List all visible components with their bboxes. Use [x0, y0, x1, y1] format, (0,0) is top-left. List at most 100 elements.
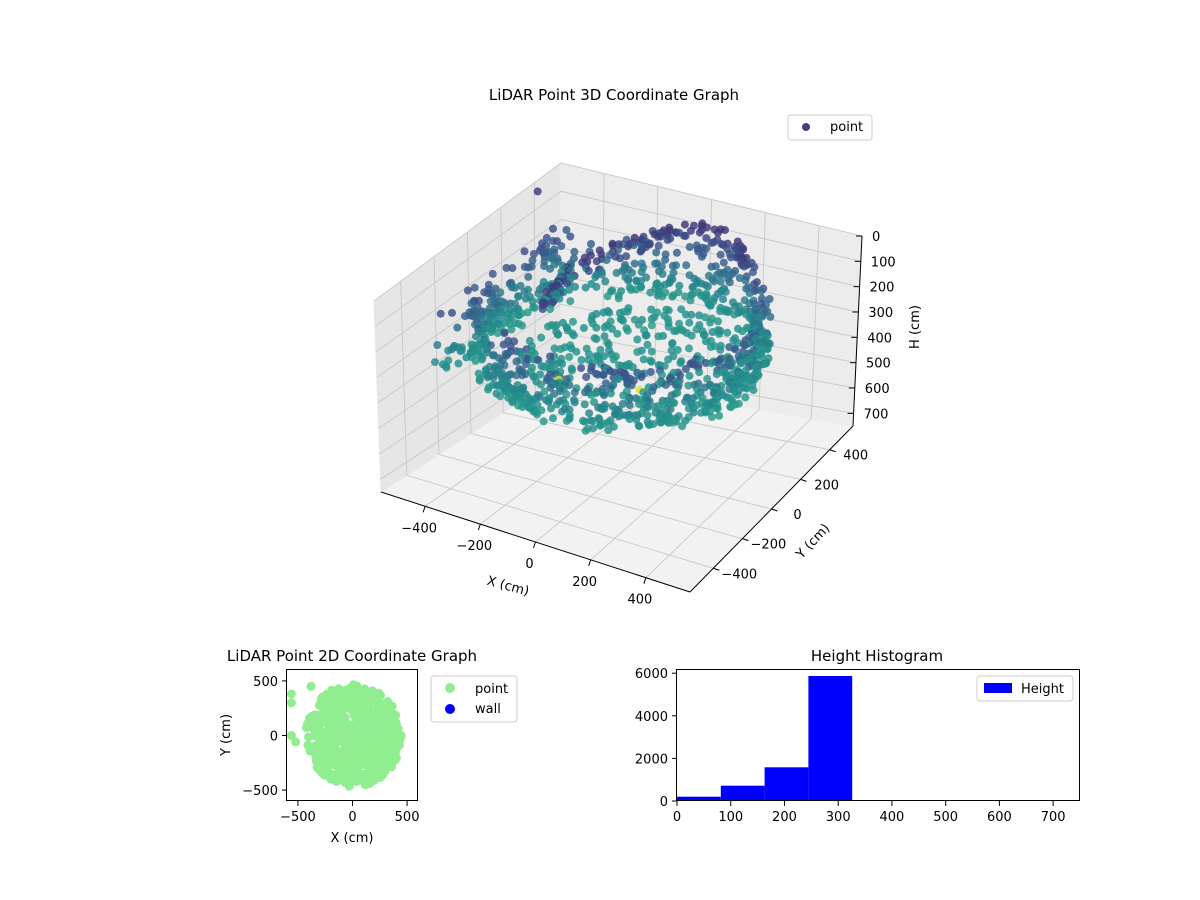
- chart-3d-point: [630, 259, 639, 268]
- chart-3d-point: [664, 306, 673, 315]
- chart-3d-point: [667, 391, 676, 400]
- chart-3d-point: [657, 418, 665, 427]
- chart-2d-point: [330, 695, 340, 704]
- chart-3d: LiDAR Point 3D Coordinate Graph −400 −200…: [373, 86, 923, 608]
- chart-2d-point: [388, 746, 398, 755]
- chart-3d-point: [454, 359, 463, 368]
- chart-3d-point: [592, 323, 601, 332]
- chart-3d-point: [577, 356, 586, 364]
- chart-2d-point: [322, 710, 332, 720]
- chart-3d-point: [625, 401, 634, 410]
- histogram-legend: Height: [976, 675, 1074, 702]
- histogram-bar: [677, 796, 721, 801]
- chart-3d-point: [542, 233, 551, 242]
- chart-3d-point: [518, 321, 526, 330]
- chart-3d-ytick-mark: [800, 478, 807, 482]
- chart-3d-ytick-mark: [713, 567, 720, 571]
- chart-3d-point: [685, 371, 694, 380]
- chart-3d-point: [622, 252, 631, 261]
- chart-2d-xlabel: X (cm): [331, 831, 374, 846]
- chart-3d-point: [643, 411, 652, 420]
- chart-3d-point: [668, 261, 677, 270]
- chart-3d-point: [582, 373, 591, 381]
- chart-3d-point: [529, 250, 538, 258]
- chart-3d-point: [522, 360, 530, 369]
- chart-3d-point: [646, 288, 655, 297]
- chart-2d-point: [384, 715, 394, 725]
- chart-2d-point: [317, 716, 327, 726]
- chart-3d-point: [539, 417, 548, 426]
- chart-2d-point: [330, 714, 340, 724]
- chart-3d-gridline-y: [400, 281, 714, 569]
- chart-3d-xtick-mark: [533, 541, 536, 549]
- chart-2d-point: [380, 760, 390, 770]
- chart-3d-ytick-mark: [771, 508, 778, 512]
- chart-3d-point: [724, 308, 732, 316]
- chart-3d-point: [544, 397, 553, 406]
- chart-2d-point: [379, 725, 389, 735]
- chart-2d-point: [323, 769, 332, 779]
- chart-3d-gridline-z: [375, 219, 860, 353]
- chart-3d-title: LiDAR Point 3D Coordinate Graph: [489, 86, 739, 104]
- chart-3d-point: [581, 426, 590, 435]
- chart-3d-point: [496, 392, 505, 401]
- chart-3d-point: [518, 403, 527, 411]
- chart-3d-point: [530, 303, 539, 312]
- chart-3d-ytick-mark: [829, 449, 836, 453]
- histogram-ytick-label: 0: [660, 795, 668, 810]
- chart-2d-legend-marker-point: [445, 683, 455, 693]
- chart-3d-point: [741, 276, 750, 285]
- chart-2d-point: [287, 698, 296, 708]
- chart-3d-point: [604, 426, 613, 435]
- chart-3d-point: [614, 375, 622, 384]
- chart-3d-point: [436, 309, 445, 318]
- chart-3d-point: [549, 224, 557, 233]
- chart-3d-point: [581, 417, 589, 426]
- histogram-bars: [677, 676, 853, 801]
- chart-3d-point: [623, 326, 632, 335]
- chart-3d-point: [658, 292, 667, 301]
- chart-3d-point: [604, 340, 613, 349]
- chart-2d-point: [304, 732, 314, 742]
- chart-3d-point: [647, 305, 656, 314]
- chart-3d-point: [587, 240, 595, 248]
- chart-3d-point: [577, 364, 586, 373]
- chart-3d-point: [619, 391, 628, 400]
- chart-3d-point: [749, 386, 758, 395]
- chart-3d-point: [672, 248, 681, 257]
- chart-3d-point: [716, 250, 725, 259]
- chart-3d-point: [558, 407, 567, 416]
- chart-3d-ztick-label: 100: [871, 255, 896, 270]
- chart-3d-point: [731, 302, 740, 311]
- chart-3d-point: [556, 345, 565, 353]
- chart-3d-gridline-y: [433, 256, 743, 540]
- chart-3d-xtick-label: 0: [525, 557, 533, 572]
- chart-3d-point: [719, 295, 728, 304]
- chart-3d-xlabel: X (cm): [485, 574, 530, 600]
- chart-3d-xtick-label: 400: [627, 593, 652, 608]
- chart-3d-legend-frame: [787, 114, 873, 141]
- chart-3d-point: [664, 322, 673, 331]
- chart-3d-point: [654, 332, 663, 341]
- chart-3d-ytick-mark: [742, 538, 749, 542]
- chart-2d-legend-label-wall: wall: [475, 702, 501, 717]
- chart-3d-ztick-label: 700: [864, 407, 889, 422]
- chart-3d-point: [707, 359, 716, 368]
- chart-3d-point: [628, 363, 637, 372]
- chart-3d-point: [637, 268, 646, 276]
- chart-3d-point: [599, 308, 608, 317]
- chart-3d-point: [569, 317, 577, 326]
- chart-3d-point: [516, 348, 525, 357]
- chart-3d-points: [431, 187, 775, 435]
- chart-3d-point: [570, 388, 579, 397]
- chart-3d-point: [547, 404, 555, 413]
- chart-3d-point: [664, 418, 673, 427]
- chart-2d-ytick-label: 0: [270, 730, 278, 745]
- chart-2d-point-group: [287, 680, 406, 791]
- chart-3d-point: [695, 228, 704, 237]
- chart-3d-point: [685, 318, 694, 327]
- chart-2d-point: [311, 729, 321, 739]
- chart-3d-point: [544, 322, 552, 331]
- chart-3d-point: [591, 273, 600, 282]
- chart-3d-point: [448, 308, 456, 317]
